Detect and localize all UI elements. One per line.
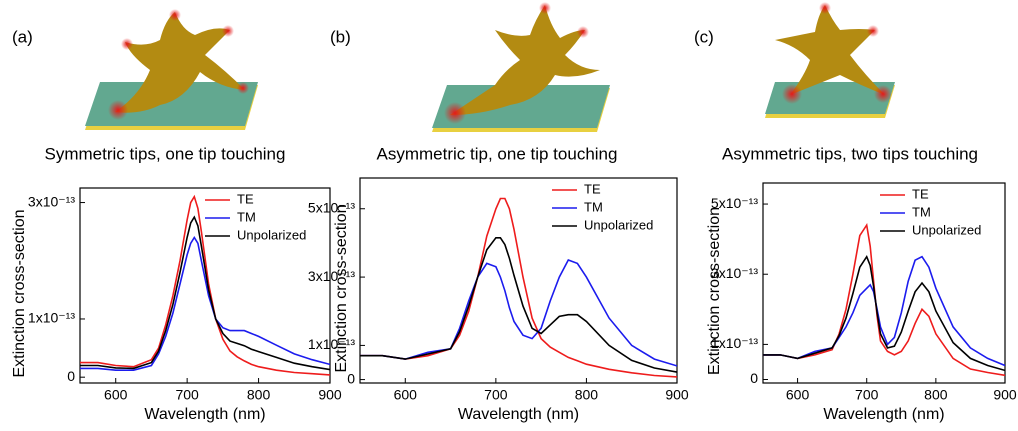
y-tick-label: 0 (347, 370, 355, 386)
caption: Asymmetric tips, two tips touching (722, 144, 978, 163)
legend-label: TM (584, 199, 603, 214)
panel-label: (c) (694, 27, 714, 46)
caption: Asymmetric tip, one tip touching (377, 144, 618, 163)
x-tick-label: 700 (484, 387, 508, 403)
x-tick-label: 700 (855, 387, 879, 403)
plot-frame (762, 182, 1006, 384)
panel-label: (b) (330, 27, 351, 46)
legend-label: TM (237, 209, 256, 224)
x-tick-label: 800 (575, 387, 599, 403)
y-axis-label: Extinction cross-section (333, 204, 350, 372)
legend-label: Unpolarized (912, 222, 981, 237)
x-tick-label: 800 (924, 387, 948, 403)
panel-label: (a) (12, 27, 33, 46)
x-tick-label: 600 (786, 387, 810, 403)
series-line (360, 259, 677, 367)
y-tick-label: 1x10⁻¹³ (308, 336, 355, 352)
legend-label: Unpolarized (584, 217, 653, 232)
series-line (763, 254, 1005, 372)
series-line (763, 255, 1005, 367)
x-tick-label: 900 (318, 387, 342, 403)
y-axis-label: Extinction cross-section (11, 209, 28, 377)
x-tick-label: 900 (665, 387, 689, 403)
legend-label: TE (584, 181, 601, 196)
x-axis-label: Wavelength (nm) (144, 406, 265, 423)
x-tick-label: 700 (175, 387, 199, 403)
plot-frame (359, 177, 678, 384)
legend-label: TE (237, 191, 254, 206)
x-tick-label: 600 (104, 387, 128, 403)
legend-label: TE (912, 186, 929, 201)
x-axis-label: Wavelength (nm) (458, 406, 579, 423)
series-line (80, 194, 330, 376)
series-line (80, 235, 330, 371)
x-tick-label: 900 (993, 387, 1017, 403)
illustration-a (85, 9, 258, 130)
y-axis-label: Extinction cross-section (706, 207, 723, 375)
series-line (763, 222, 1005, 377)
series-line (360, 237, 677, 373)
y-tick-label: 3x10⁻¹³ (308, 268, 355, 284)
y-tick-label: 0 (750, 370, 758, 386)
y-tick-label: 3x10⁻¹³ (28, 193, 75, 209)
legend-label: Unpolarized (237, 227, 306, 242)
x-axis-label: Wavelength (nm) (823, 406, 944, 423)
y-tick-label: 5x10⁻¹³ (308, 199, 355, 215)
illustration-c (765, 2, 895, 118)
y-tick-label: 5x10⁻¹³ (711, 195, 758, 211)
y-tick-label: 1x10⁻¹³ (28, 310, 75, 326)
y-tick-label: 1x10⁻¹³ (711, 335, 758, 351)
caption: Symmetric tips, one tip touching (45, 144, 286, 163)
legend-label: TM (912, 204, 931, 219)
x-tick-label: 800 (247, 387, 271, 403)
series-line (80, 215, 330, 371)
y-tick-label: 3x10⁻¹³ (711, 265, 758, 281)
plot-frame (79, 187, 331, 384)
illustration-b (432, 2, 610, 132)
y-tick-label: 0 (67, 368, 75, 384)
x-tick-label: 600 (394, 387, 418, 403)
